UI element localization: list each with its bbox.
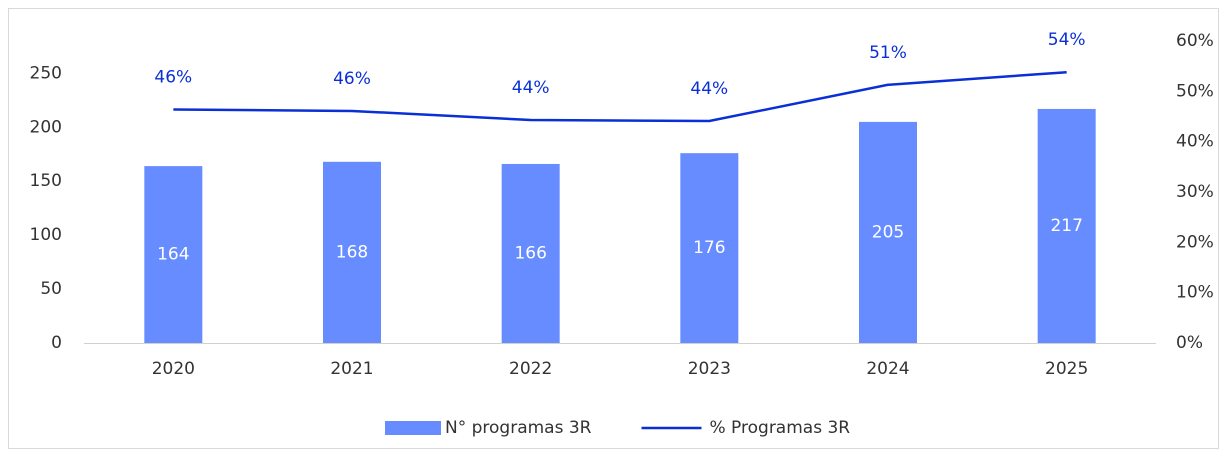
y2-tick-label: 50%	[1176, 81, 1214, 101]
y-tick-label: 150	[30, 171, 62, 191]
bar-value-label: 217	[1050, 216, 1082, 236]
line	[173, 70, 1067, 123]
bar	[144, 166, 203, 343]
y-tick-label: 50	[40, 279, 62, 299]
legend-label: % Programas 3R	[710, 418, 851, 438]
bar	[501, 163, 560, 343]
chart-frame	[8, 8, 1219, 449]
bar-value-label: 164	[157, 245, 189, 265]
y-tick-label: 250	[30, 63, 62, 83]
bar	[323, 161, 381, 343]
line-value-label: 46%	[333, 69, 371, 89]
x-tick-label: 2023	[688, 359, 731, 379]
y2-tick-label: 20%	[1176, 232, 1214, 252]
bar	[680, 153, 739, 343]
y-tick-label: 200	[30, 117, 62, 137]
y-tick-label: 0	[51, 333, 62, 353]
bar	[1037, 108, 1096, 343]
x-tick-label: 2021	[330, 359, 373, 379]
y2-tick-label: 30%	[1176, 182, 1214, 202]
legend-swatch	[385, 421, 441, 435]
bar-value-label: 168	[336, 242, 368, 262]
legend-label: N° programas 3R	[445, 418, 592, 438]
y2-tick-label: 60%	[1176, 31, 1214, 51]
bar-value-label: 166	[514, 243, 546, 263]
bar	[859, 121, 917, 344]
x-tick-label: 2022	[509, 359, 552, 379]
bar-value-label: 205	[872, 222, 904, 242]
y2-tick-label: 0%	[1176, 333, 1203, 353]
line-value-label: 54%	[1048, 30, 1086, 50]
y2-tick-label: 10%	[1176, 283, 1214, 303]
x-tick-label: 2025	[1045, 359, 1088, 379]
y-tick-label: 100	[30, 225, 62, 245]
bar-value-label: 176	[693, 238, 725, 258]
line-value-label: 51%	[869, 43, 907, 63]
line-value-label: 46%	[154, 67, 192, 87]
x-tick-label: 2020	[152, 359, 195, 379]
line-value-label: 44%	[690, 79, 728, 99]
line-value-label: 44%	[512, 78, 550, 98]
y2-tick-label: 40%	[1176, 132, 1214, 152]
x-tick-label: 2024	[866, 359, 909, 379]
